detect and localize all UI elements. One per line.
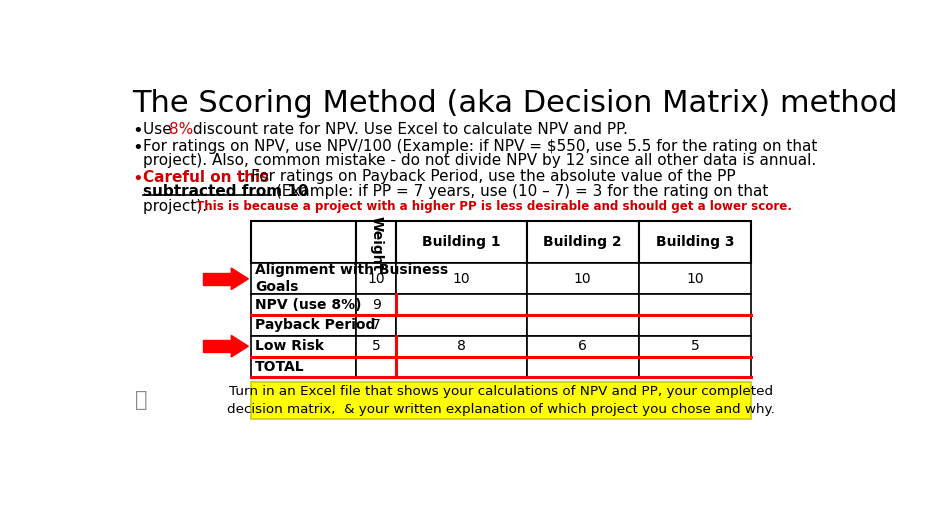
Text: 5: 5	[371, 339, 380, 353]
Text: (Example: if PP = 7 years, use (10 – 7) = 3 for the rating on that: (Example: if PP = 7 years, use (10 – 7) …	[271, 184, 767, 199]
Bar	[251, 294, 356, 315]
Text: : For ratings on Payback Period, use the absolute value of the PP: : For ratings on Payback Period, use the…	[241, 170, 734, 184]
Text: 10: 10	[685, 272, 703, 286]
Text: 🔈: 🔈	[135, 391, 147, 411]
Bar	[356, 221, 396, 264]
Bar	[251, 336, 356, 357]
Text: project). Also, common mistake - do not divide NPV by 12 since all other data is: project). Also, common mistake - do not …	[143, 153, 816, 168]
Text: For ratings on NPV, use NPV/100 (Example: if NPV = $550, use 5.5 for the rating : For ratings on NPV, use NPV/100 (Example…	[143, 139, 817, 154]
Text: 8: 8	[457, 339, 465, 353]
Text: NPV (use 8%): NPV (use 8%)	[255, 298, 362, 311]
Bar	[638, 357, 750, 377]
Bar	[203, 273, 231, 285]
Text: 5: 5	[690, 339, 699, 353]
Bar	[396, 221, 526, 264]
Bar	[396, 336, 526, 357]
Polygon shape	[231, 268, 248, 290]
Text: 6: 6	[578, 339, 586, 353]
Bar	[251, 264, 356, 294]
Bar	[638, 315, 750, 336]
Bar	[526, 221, 638, 264]
Text: Low Risk: Low Risk	[255, 339, 324, 353]
Text: Building 1: Building 1	[422, 235, 500, 249]
Text: This is because a project with a higher PP is less desirable and should get a lo: This is because a project with a higher …	[196, 200, 792, 212]
Bar	[526, 315, 638, 336]
Bar	[638, 221, 750, 264]
Bar	[396, 357, 526, 377]
Bar	[251, 382, 750, 419]
Bar	[526, 336, 638, 357]
Bar	[356, 315, 396, 336]
Text: •: •	[132, 122, 143, 140]
Bar	[356, 357, 396, 377]
Text: TOTAL: TOTAL	[255, 360, 305, 374]
Text: 10: 10	[573, 272, 591, 286]
Bar	[526, 264, 638, 294]
Bar	[356, 264, 396, 294]
Text: discount rate for NPV. Use Excel to calculate NPV and PP.: discount rate for NPV. Use Excel to calc…	[188, 122, 627, 137]
Text: Alignment with Business
Goals: Alignment with Business Goals	[255, 263, 448, 295]
Text: 10: 10	[452, 272, 470, 286]
Text: Turn in an Excel file that shows your calculations of NPV and PP, your completed: Turn in an Excel file that shows your ca…	[228, 385, 774, 416]
Bar	[251, 357, 356, 377]
Text: project).: project).	[143, 199, 211, 214]
Text: 10: 10	[367, 272, 384, 286]
Text: 8%: 8%	[169, 122, 193, 137]
Bar	[526, 357, 638, 377]
Text: Careful on this: Careful on this	[143, 170, 269, 184]
Text: The Scoring Method (aka Decision Matrix) method: The Scoring Method (aka Decision Matrix)…	[132, 90, 897, 119]
Bar	[638, 336, 750, 357]
Bar	[356, 294, 396, 315]
Bar	[396, 264, 526, 294]
Bar	[638, 294, 750, 315]
Bar	[356, 336, 396, 357]
Bar	[526, 294, 638, 315]
Bar	[396, 315, 526, 336]
Text: •: •	[132, 139, 143, 157]
Text: Payback Period: Payback Period	[255, 318, 376, 333]
Text: 7: 7	[371, 318, 380, 333]
Text: subtracted from 10: subtracted from 10	[143, 184, 308, 199]
Bar	[638, 264, 750, 294]
Bar	[251, 315, 356, 336]
Bar	[251, 221, 356, 264]
Text: Building 3: Building 3	[655, 235, 733, 249]
Bar	[203, 340, 231, 352]
Text: Weight: Weight	[369, 216, 383, 271]
Text: Use: Use	[143, 122, 177, 137]
Bar	[396, 294, 526, 315]
Polygon shape	[231, 335, 248, 357]
Text: Building 2: Building 2	[543, 235, 621, 249]
Text: •: •	[132, 170, 143, 188]
Text: 9: 9	[371, 298, 380, 311]
